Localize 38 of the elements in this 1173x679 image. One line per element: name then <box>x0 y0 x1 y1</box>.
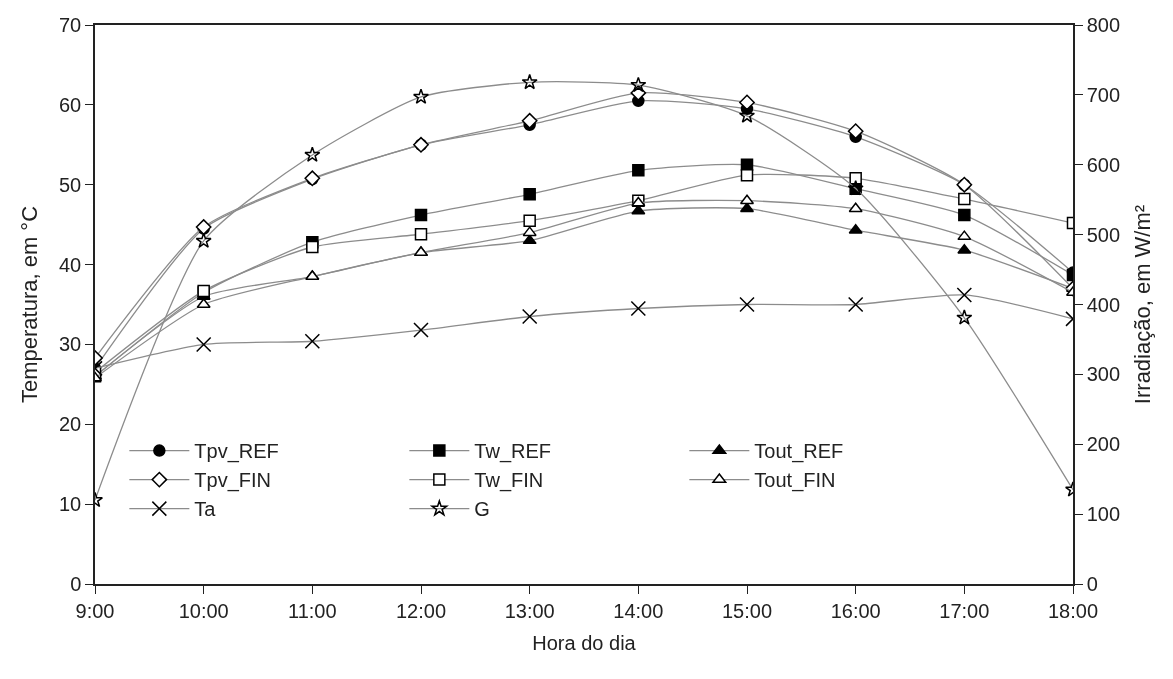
y-axis-title: Temperatura, em °C <box>17 205 43 404</box>
y2-axis-title: Irradiação, em W/m² <box>1129 204 1155 405</box>
x-tick-label: 10:00 <box>178 599 229 622</box>
x-tick-label: 14:00 <box>613 599 664 622</box>
y2-tick-label: 0 <box>1086 573 1098 595</box>
x-tick-label: 16:00 <box>830 599 881 622</box>
x-tick-label: 12:00 <box>395 599 447 622</box>
x-tick-label: 9:00 <box>75 599 115 622</box>
x-tick-label: 18:00 <box>1047 599 1099 622</box>
y2-tick-label: 800 <box>1086 14 1121 36</box>
y-tick-label: 40 <box>59 253 82 276</box>
x-tick-label: 13:00 <box>504 599 555 622</box>
legend-label: G <box>474 498 490 521</box>
legend-label: Tout_FIN <box>754 469 836 493</box>
y-tick-label: 10 <box>59 493 82 516</box>
y2-tick-label: 400 <box>1086 293 1121 316</box>
y-tick-label: 50 <box>59 173 82 196</box>
y-tick-label: 70 <box>59 14 82 36</box>
y-tick-label: 30 <box>59 333 82 356</box>
y2-tick-label: 100 <box>1086 503 1121 526</box>
y2-tick-label: 600 <box>1086 153 1121 176</box>
y-tick-label: 60 <box>59 93 82 116</box>
y2-tick-label: 300 <box>1086 363 1121 386</box>
y2-tick-label: 700 <box>1086 83 1121 106</box>
x-tick-label: 11:00 <box>288 599 337 622</box>
legend-label: Tpv_REF <box>194 440 279 464</box>
x-axis-title: Hora do dia <box>532 631 637 654</box>
y2-tick-label: 500 <box>1086 223 1121 246</box>
legend-label: Ta <box>194 498 217 521</box>
y-tick-label: 0 <box>70 573 82 595</box>
x-tick-label: 15:00 <box>721 599 773 622</box>
legend-label: Tout_REF <box>754 440 844 464</box>
y2-tick-label: 200 <box>1086 433 1121 456</box>
y-tick-label: 20 <box>59 413 82 436</box>
legend-label: Tw_FIN <box>474 469 544 493</box>
legend-label: Tw_REF <box>474 440 552 464</box>
x-tick-label: 17:00 <box>939 599 990 622</box>
legend-label: Tpv_FIN <box>194 469 272 493</box>
